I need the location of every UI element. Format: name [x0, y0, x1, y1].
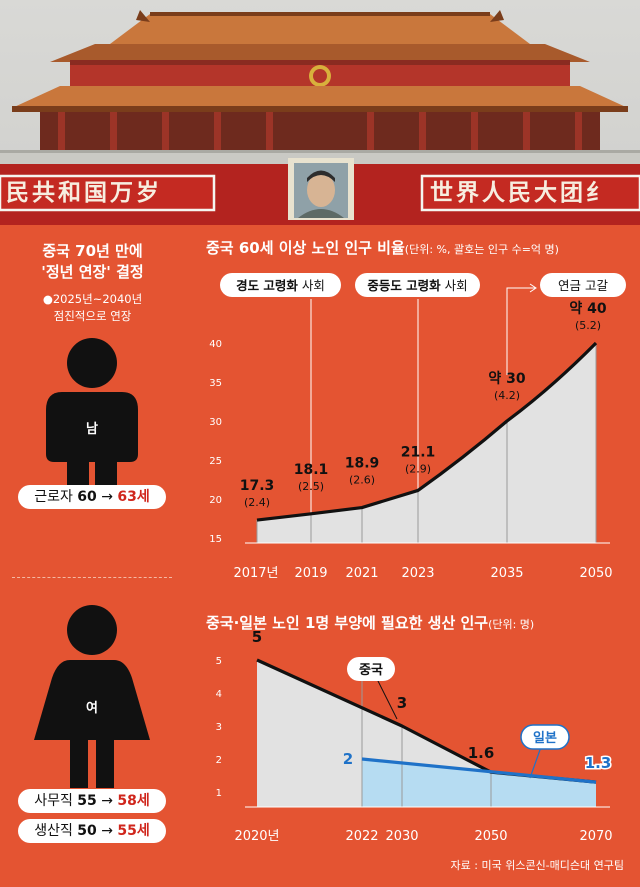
right-slogan: 世界人民大团纟	[430, 179, 612, 206]
chart1-data-label: 17.3	[240, 478, 275, 494]
chart2-japan-area	[362, 759, 596, 807]
chart1-data-sublabel: (2.4)	[244, 496, 270, 509]
chart1-data-sublabel: (2.9)	[405, 462, 431, 475]
chart1-data-sublabel: (2.5)	[298, 480, 324, 493]
male-to-age: 63세	[117, 489, 150, 505]
chart1-callout-pill	[540, 273, 626, 297]
chart1-unit: (단위: %, 괄호는 인구 수=억 명)	[404, 243, 559, 256]
chart1-callout-text: 경도 고령화 사회	[236, 278, 325, 293]
chart1-y-tick-label: 30	[209, 417, 222, 428]
chart2-x-tick-label: 2070	[579, 829, 612, 844]
chart2-title-text: 중국·일본 노인 1명 부양에 필요한 생산 인구	[206, 614, 489, 632]
chart1-title-text: 중국 60세 이상 노인 인구 비율	[206, 239, 405, 257]
office-prefix: 사무직	[34, 793, 73, 809]
male-label: 남	[86, 422, 98, 437]
female-production-pill: 생산직 50 → 55세	[18, 819, 166, 843]
chart1-callout-pill	[220, 273, 341, 297]
chart2-china-data-label: 5	[252, 628, 262, 646]
chart2-japan-pointer	[529, 746, 542, 779]
female-office-pill: 사무직 55 → 58세	[18, 789, 166, 813]
chart1-area	[257, 343, 596, 543]
chart2-y-tick-label: 4	[216, 689, 222, 700]
chart1-data-label: 약 30	[488, 370, 525, 387]
chart2-japan-data-label: 2	[343, 750, 353, 768]
production-prefix: 생산직	[34, 823, 73, 839]
arrow: →	[101, 793, 113, 809]
chart2-china-data-label: 3	[397, 694, 407, 712]
chart2-y-tick-label: 3	[216, 722, 222, 733]
chart1-y-tick-label: 35	[209, 378, 222, 389]
chart1-callout-line	[506, 287, 535, 375]
chart1-data-label: 약 40	[569, 300, 606, 317]
chart1-callout-text: 중등도 고령화 사회	[367, 278, 467, 293]
chart1-data-sublabel: (5.2)	[575, 319, 601, 332]
male-from-age: 60	[77, 489, 97, 505]
arrow: →	[101, 823, 113, 839]
chart2-china-pointer	[376, 678, 398, 720]
chart1-y-tick-label: 15	[209, 534, 222, 545]
left-note-line1: ●2025년~2040년	[42, 292, 143, 306]
chart1-callout-text: 연금 고갈	[558, 278, 608, 293]
chart1-y-tick-label: 20	[209, 495, 222, 506]
chart2-unit: (단위: 명)	[488, 618, 535, 631]
chart2-china-legend: 중국	[359, 663, 383, 678]
male-worker-pill: 근로자 60 → 63세	[18, 485, 166, 509]
chart1-y-tick-label: 25	[209, 456, 222, 467]
production-from-age: 50	[77, 823, 97, 839]
chart1-x-tick-label: 2021	[345, 566, 378, 581]
male-pill-prefix: 근로자	[34, 489, 73, 505]
left-note-line2: 점진적으로 연장	[53, 309, 132, 323]
tiananmen-photo	[0, 0, 640, 225]
chart1-data-label: 21.1	[401, 444, 436, 460]
production-to-age: 55세	[117, 823, 150, 839]
chart1-x-tick-label: 2050	[579, 566, 612, 581]
chart1-svg: 15 20 25 30 35 40 2017년 2019 2021 2023 2035 2050 17.…	[209, 273, 626, 581]
chart1-data-label: 18.9	[345, 456, 380, 472]
chart2-x-tick-label: 2030	[385, 829, 418, 844]
chart2-x-tick-label: 2050	[474, 829, 507, 844]
chart1-y-tick-label: 40	[209, 339, 222, 350]
chart2-china-data-label: 1.6	[468, 744, 495, 762]
male-figure-icon	[46, 338, 138, 490]
chart1-callout-pill	[355, 273, 480, 297]
chart2-japan-data-label: 1.3	[585, 754, 612, 772]
left-title-line1: 중국 70년 만에	[42, 242, 143, 260]
chart2-china-pill	[347, 657, 395, 681]
chart2-y-tick-label: 2	[216, 755, 222, 766]
female-label: 여	[86, 701, 98, 716]
chart1-x-tick-label: 2019	[294, 566, 327, 581]
chart2-japan-line	[361, 757, 597, 784]
chart2-x-tick-label: 2022	[345, 829, 378, 844]
chart1-callout-arrow	[529, 283, 537, 293]
chart2-title: 중국·일본 노인 1명 부양에 필요한 생산 인구(단위: 명)	[206, 612, 534, 633]
arrow: →	[101, 489, 113, 505]
office-from-age: 55	[77, 793, 97, 809]
chart1-x-tick-label: 2035	[490, 566, 523, 581]
chart1-series-line	[256, 341, 598, 522]
chart2-japan-pill	[520, 724, 570, 750]
chart1-x-tick-label: 2017년	[233, 566, 278, 581]
chart1-data-label: 18.1	[294, 462, 329, 478]
office-to-age: 58세	[117, 793, 150, 809]
chart1-data-sublabel: (2.6)	[349, 474, 375, 487]
left-title-line2: '정년 연장' 결정	[41, 263, 144, 281]
chart2-y-tick-label: 5	[216, 656, 222, 667]
chart1-x-tick-label: 2023	[401, 566, 434, 581]
chart2-y-tick-label: 1	[216, 788, 222, 799]
chart2-china-area	[257, 660, 596, 807]
source-note: 자료 : 미국 위스콘신-매디슨대 연구팀	[450, 859, 624, 872]
chart1-title: 중국 60세 이상 노인 인구 비율(단위: %, 괄호는 인구 수=억 명)	[206, 237, 559, 258]
chart2-x-tick-label: 2020년	[234, 829, 279, 844]
chart1-data-sublabel: (4.2)	[494, 389, 520, 402]
left-slogan: 民共和国万岁	[6, 179, 162, 206]
divider	[12, 577, 172, 578]
female-figure-icon	[34, 605, 150, 788]
chart2-japan-legend: 일본	[533, 731, 557, 746]
